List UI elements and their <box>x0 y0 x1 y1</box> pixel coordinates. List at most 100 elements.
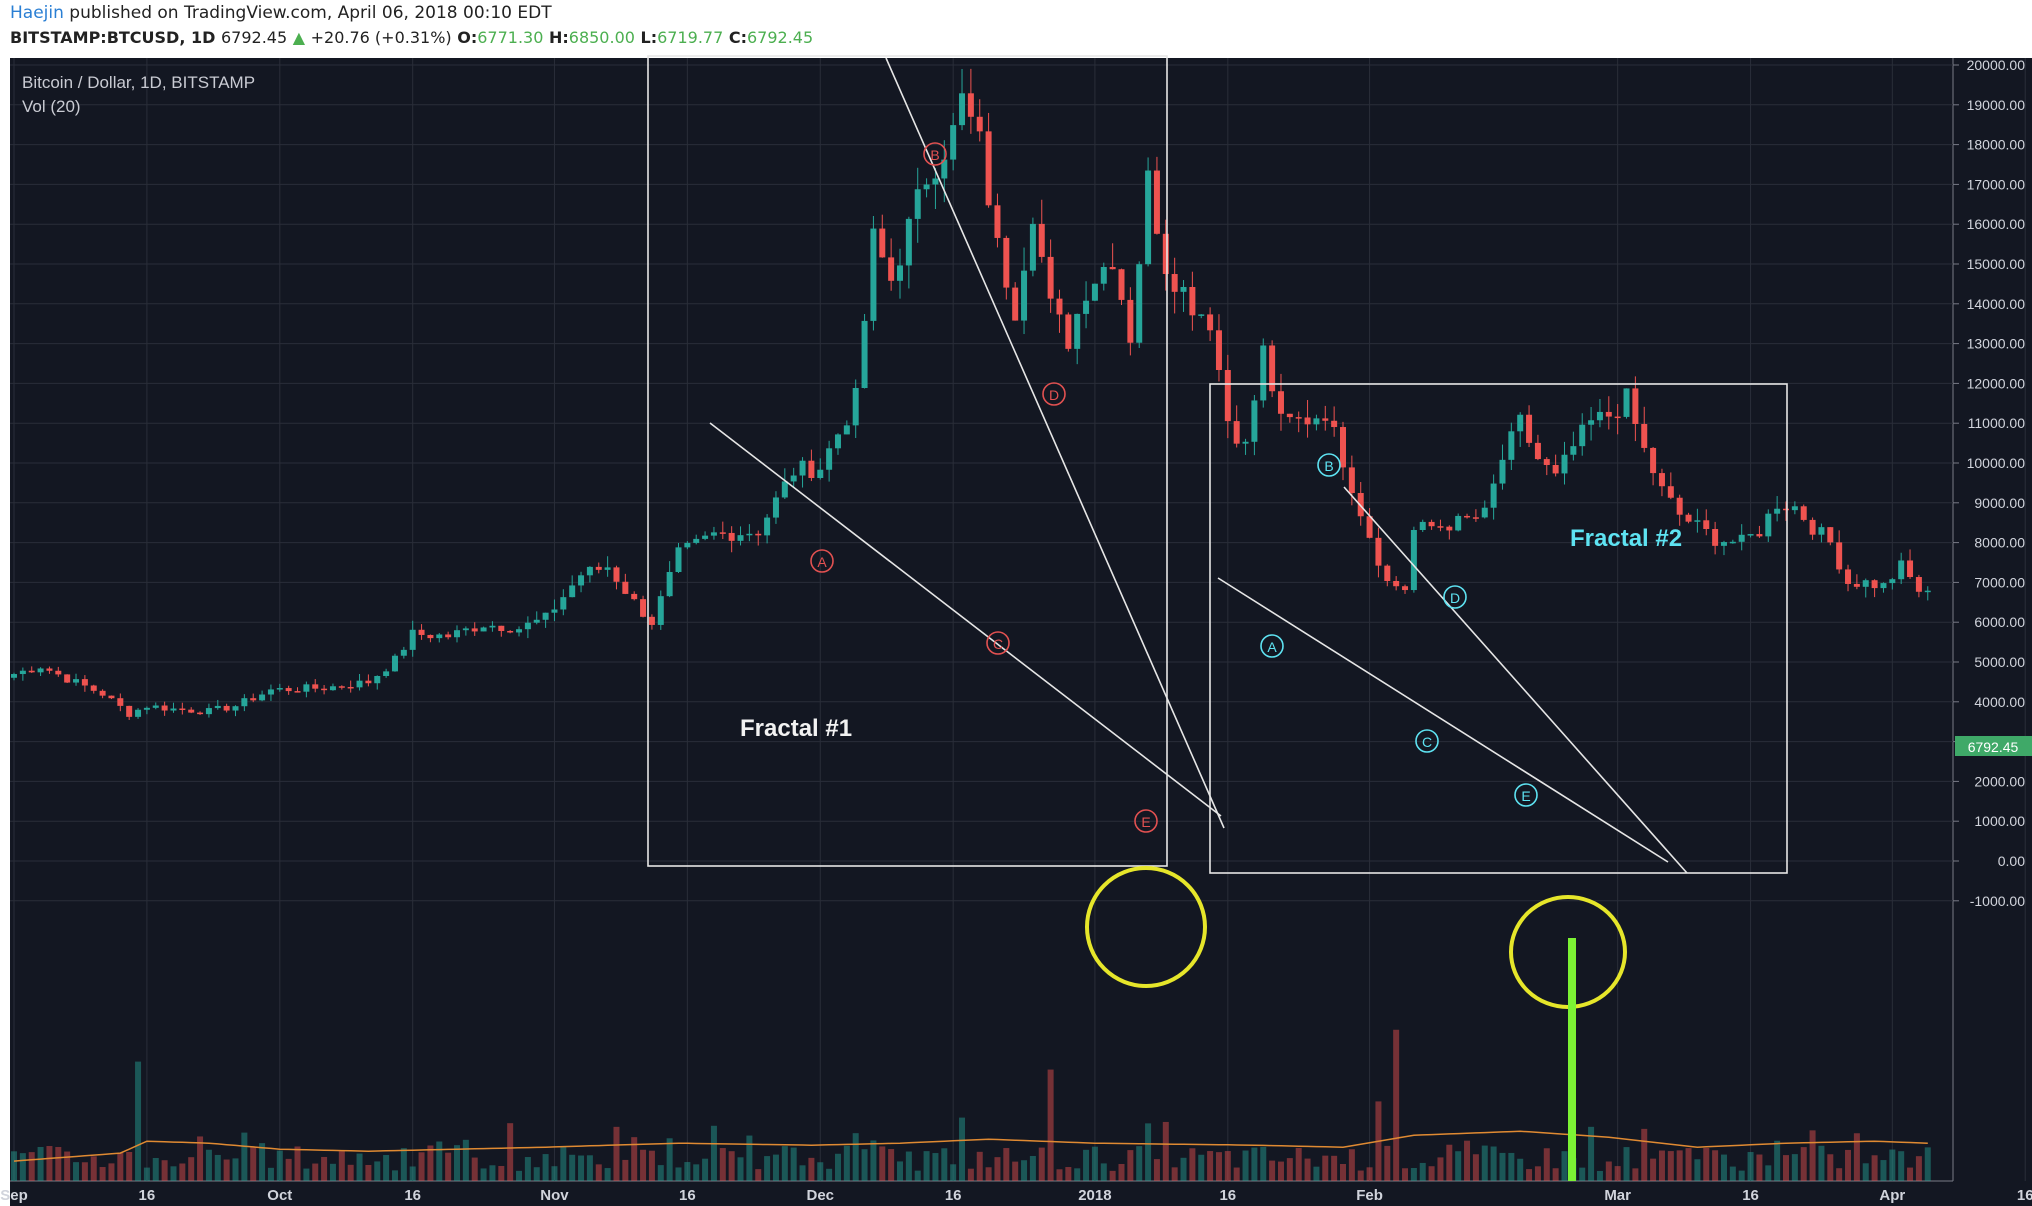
volume-bar <box>578 1155 585 1181</box>
volume-bar <box>1083 1149 1090 1181</box>
wave-red-e: E <box>1141 814 1150 830</box>
volume-bar <box>11 1151 17 1181</box>
volume-bar <box>1614 1166 1621 1181</box>
low-label: L: <box>640 28 658 47</box>
volume-bar <box>1180 1157 1187 1181</box>
candle-body <box>285 688 292 692</box>
volume-bar <box>1109 1170 1116 1181</box>
candle-body <box>427 634 434 639</box>
candle-body <box>1924 590 1931 593</box>
candle-body <box>657 596 664 625</box>
candle-body <box>383 671 390 677</box>
candle-body <box>232 706 239 711</box>
time-tick-label: Apr <box>1879 1187 1905 1204</box>
volume-bar <box>1783 1155 1789 1181</box>
volume-bar <box>1481 1145 1488 1181</box>
candle-body <box>560 597 567 610</box>
price-axis[interactable]: 20000.00 19000.00 18000.00 17000.00 16000.00… <box>1953 57 2025 909</box>
candle-body <box>1065 314 1072 349</box>
volume-bar <box>37 1146 44 1181</box>
volume-bar <box>223 1159 230 1181</box>
candle-body <box>631 593 638 600</box>
candle-body <box>1348 467 1355 494</box>
volume-bar <box>1118 1163 1125 1181</box>
candle-body <box>1437 526 1444 528</box>
candle-body <box>126 705 133 717</box>
price-tick-label: 13000.00 <box>1967 336 2026 352</box>
volume-bar <box>1189 1148 1196 1181</box>
candle-body <box>1499 459 1506 484</box>
volume-bar <box>1136 1146 1143 1181</box>
candle-body <box>1490 483 1497 508</box>
candle-body <box>1029 223 1036 271</box>
time-tick-label: Feb <box>1356 1187 1383 1204</box>
volume-bar <box>1446 1144 1453 1181</box>
candle-body <box>1251 400 1258 442</box>
volume-bar <box>1153 1159 1160 1181</box>
volume-bar <box>1357 1170 1364 1181</box>
volume-bar <box>259 1143 266 1181</box>
candle-body <box>1331 420 1338 428</box>
volume-bar <box>445 1152 452 1181</box>
volume-bar <box>834 1153 841 1181</box>
volume-bar <box>613 1126 620 1181</box>
volume-bar <box>471 1157 478 1181</box>
volume-bar <box>170 1166 177 1181</box>
fractal1-upper-line <box>885 57 1225 829</box>
candle-body <box>135 709 142 717</box>
candle-body <box>852 387 859 426</box>
volume-bar <box>356 1153 363 1181</box>
candle-body <box>1570 446 1577 455</box>
volume-bar <box>1410 1167 1417 1181</box>
candle-body <box>1340 427 1346 468</box>
volume-bar <box>1304 1158 1311 1181</box>
volume-bar <box>1632 1168 1639 1181</box>
candle-body <box>1809 519 1816 535</box>
candle-body <box>507 630 514 633</box>
symbol-name[interactable]: BITSTAMP:BTCUSD, 1D <box>10 28 216 47</box>
volume-bar <box>276 1150 283 1181</box>
volume-bar <box>1322 1155 1329 1181</box>
time-tick-label: 16 <box>1742 1187 1759 1204</box>
candle-body <box>1419 521 1426 531</box>
wave-labels-cyan: A B C D E <box>1260 453 1538 807</box>
author-link[interactable]: Haejin <box>10 3 64 23</box>
volume-bar <box>1384 1145 1391 1181</box>
volume-bar <box>365 1164 372 1181</box>
volume-bar <box>1348 1149 1355 1181</box>
candle-body <box>1384 565 1391 582</box>
candle-body <box>1215 330 1222 371</box>
volume-bar <box>329 1163 336 1181</box>
candle-body <box>569 585 576 598</box>
fractal1-label: Fractal #1 <box>740 715 852 742</box>
time-axis[interactable]: Sep16Oct16Nov16Dec16201816FebMar16Apr16M… <box>0 1187 2032 1204</box>
volume-bar <box>1331 1155 1338 1181</box>
volume-bar <box>905 1151 912 1181</box>
price-tick-label: 6000.00 <box>1974 614 2025 630</box>
price-tick-label: 1000.00 <box>1974 813 2025 829</box>
candle-body <box>267 689 274 695</box>
volume-bar <box>338 1151 345 1181</box>
candle-body <box>205 708 212 715</box>
candle-body <box>1428 521 1435 527</box>
candle-body <box>684 542 691 548</box>
volume-bar <box>524 1157 531 1181</box>
candle-body <box>1800 506 1807 520</box>
candle-body <box>214 705 221 709</box>
volume-bar <box>1499 1152 1506 1181</box>
candle-body <box>914 189 921 219</box>
volume-bar <box>1419 1162 1426 1181</box>
candle-body <box>1685 514 1692 522</box>
volume-bar <box>1021 1160 1028 1181</box>
last-price: 6792.45 <box>220 28 288 47</box>
candle-body <box>197 712 204 715</box>
volume-bar <box>400 1148 407 1181</box>
candle-body <box>746 533 753 536</box>
candle-body <box>11 674 17 678</box>
candle-body <box>976 116 983 132</box>
candle-body <box>445 634 452 638</box>
candle-body <box>347 686 354 689</box>
candle-body <box>1304 417 1311 425</box>
price-tick-label: 16000.00 <box>1967 216 2026 232</box>
